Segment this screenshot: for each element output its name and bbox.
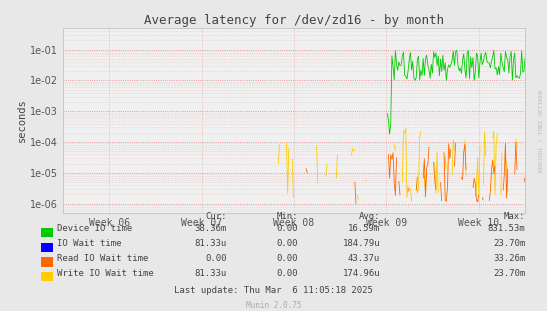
Text: Write IO Wait time: Write IO Wait time (57, 269, 154, 277)
Text: 23.70m: 23.70m (493, 269, 525, 277)
Text: 0.00: 0.00 (277, 269, 298, 277)
Text: Max:: Max: (504, 212, 525, 221)
Text: Device IO time: Device IO time (57, 224, 133, 233)
Text: 0.00: 0.00 (277, 239, 298, 248)
Text: 831.53m: 831.53m (487, 224, 525, 233)
Text: Munin 2.0.75: Munin 2.0.75 (246, 301, 301, 310)
Text: 23.70m: 23.70m (493, 239, 525, 248)
Text: 0.00: 0.00 (277, 254, 298, 262)
Text: IO Wait time: IO Wait time (57, 239, 122, 248)
Text: 184.79u: 184.79u (342, 239, 380, 248)
Text: 43.37u: 43.37u (348, 254, 380, 262)
Text: RRDTOOL / TOBI OETIKER: RRDTOOL / TOBI OETIKER (538, 89, 543, 172)
Text: 16.59m: 16.59m (348, 224, 380, 233)
Title: Average latency for /dev/zd16 - by month: Average latency for /dev/zd16 - by month (144, 14, 444, 27)
Text: 174.96u: 174.96u (342, 269, 380, 277)
Y-axis label: seconds: seconds (18, 99, 27, 142)
Text: Cur:: Cur: (206, 212, 227, 221)
Text: Last update: Thu Mar  6 11:05:18 2025: Last update: Thu Mar 6 11:05:18 2025 (174, 286, 373, 295)
Text: 0.00: 0.00 (206, 254, 227, 262)
Text: Avg:: Avg: (359, 212, 380, 221)
Text: Min:: Min: (277, 212, 298, 221)
Text: 81.33u: 81.33u (195, 269, 227, 277)
Text: 38.36m: 38.36m (195, 224, 227, 233)
Text: 81.33u: 81.33u (195, 239, 227, 248)
Text: 0.00: 0.00 (277, 224, 298, 233)
Text: Read IO Wait time: Read IO Wait time (57, 254, 149, 262)
Text: 33.26m: 33.26m (493, 254, 525, 262)
